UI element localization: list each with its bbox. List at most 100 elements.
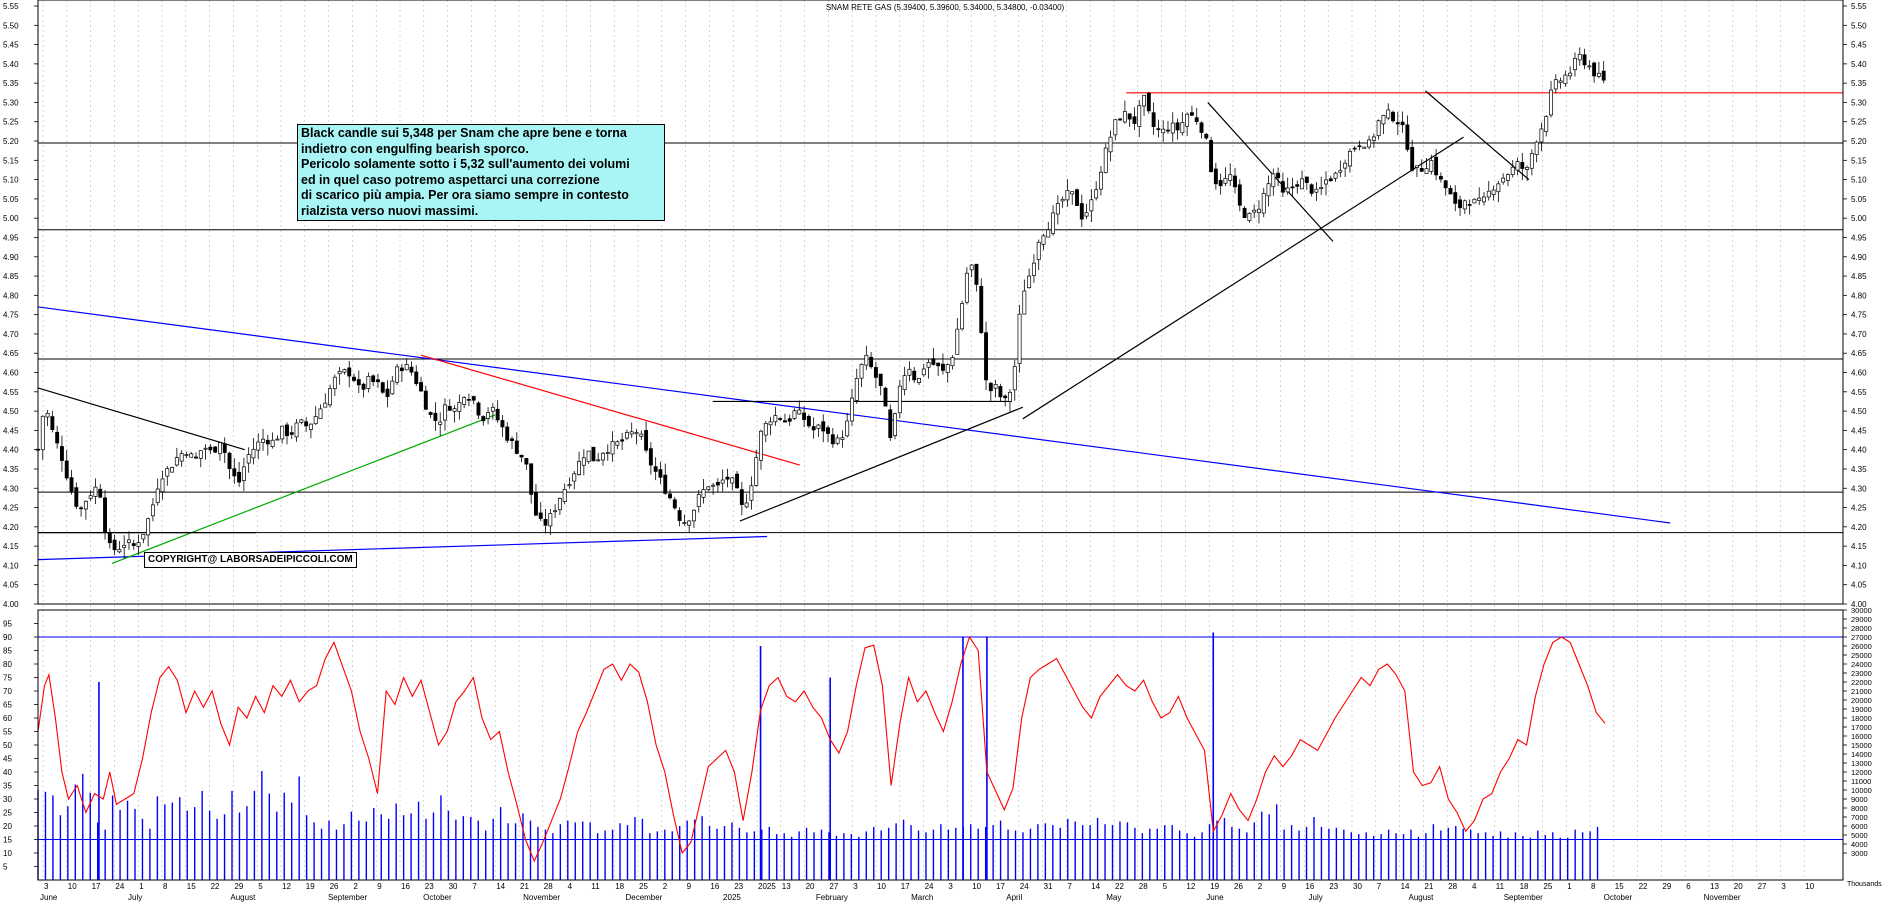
candle-body — [1405, 124, 1410, 150]
candle-body — [1300, 178, 1304, 190]
candle-body — [1094, 189, 1099, 199]
y-tick-label: 5.45 — [1851, 41, 1867, 50]
candle-body — [806, 415, 811, 427]
candle-body — [428, 412, 433, 415]
candle-body — [845, 420, 850, 437]
candle-body — [1515, 161, 1520, 171]
candle-body — [88, 495, 93, 499]
x-tick-label: 16 — [710, 882, 719, 891]
y-tick-label: 4.50 — [1851, 407, 1867, 416]
candle-body — [112, 539, 117, 551]
osc-tick-label: 20 — [3, 822, 12, 831]
x-tick-label: 10 — [68, 882, 77, 891]
candle-body — [194, 456, 198, 459]
candle-body — [1539, 128, 1544, 143]
x-tick-label: 21 — [1424, 882, 1433, 891]
candle-body — [1199, 122, 1204, 133]
candle-body — [399, 367, 404, 372]
x-tick-label: 18 — [1520, 882, 1529, 891]
x-tick-label: 7 — [472, 882, 477, 891]
trendline — [37, 306, 1671, 524]
candle-body — [1434, 156, 1439, 176]
candle-body — [471, 396, 476, 401]
x-tick-label: 22 — [211, 882, 220, 891]
x-tick-label: 11 — [1496, 882, 1505, 891]
candle-body — [265, 439, 270, 445]
osc-tick-label: 70 — [3, 687, 12, 696]
candle-body — [1386, 109, 1391, 119]
volume-tick-label: 29000 — [1851, 615, 1872, 624]
y-tick-label: 5.05 — [3, 195, 19, 204]
candle-body — [1491, 189, 1496, 195]
candle-body — [1027, 275, 1032, 289]
candle-body — [1448, 187, 1453, 195]
x-tick-label: 9 — [1282, 882, 1287, 891]
candle-body — [1008, 391, 1012, 402]
volume-tick-label: 12000 — [1851, 768, 1872, 777]
osc-tick-label: 30 — [3, 795, 12, 804]
x-tick-label: 30 — [449, 882, 458, 891]
x-tick-label: 29 — [234, 882, 243, 891]
x-tick-label: 26 — [330, 882, 339, 891]
x-month-label: November — [1704, 893, 1741, 902]
candle-body — [466, 398, 471, 401]
candle-body — [591, 446, 596, 462]
candle-body — [1189, 112, 1194, 116]
candle-body — [1252, 209, 1257, 213]
candle-body — [629, 431, 634, 435]
candle-body — [1467, 204, 1472, 206]
candle-body — [878, 373, 883, 387]
x-tick-label: 10 — [972, 882, 981, 891]
candle-body — [500, 420, 505, 428]
chart-grid — [42, 0, 1805, 880]
candle-body — [1285, 187, 1290, 193]
y-tick-label: 5.25 — [1851, 118, 1867, 127]
candle-body — [1089, 199, 1094, 212]
candle-body — [524, 458, 529, 465]
candle-body — [150, 504, 155, 517]
candle-body — [371, 375, 376, 382]
candle-body — [1185, 113, 1190, 127]
y-tick-label: 5.40 — [1851, 60, 1867, 69]
candle-body — [376, 379, 380, 383]
y-tick-label: 5.10 — [3, 176, 19, 185]
trendline — [739, 406, 1024, 522]
volume-tick-label: 18000 — [1851, 714, 1872, 723]
candle-body — [241, 466, 246, 481]
x-tick-label: 18 — [615, 882, 624, 891]
y-tick-label: 4.25 — [3, 504, 19, 513]
candle-body — [567, 484, 572, 487]
candle-body — [534, 492, 538, 516]
candle-body — [850, 397, 854, 422]
trendline — [1207, 102, 1334, 242]
candle-body — [1458, 199, 1463, 209]
candle-body — [318, 408, 323, 420]
candle-body — [179, 453, 184, 462]
volume-tick-label: 19000 — [1851, 705, 1872, 714]
candle-body — [744, 502, 749, 508]
candle-body — [347, 367, 352, 377]
candle-body — [1343, 162, 1348, 169]
candle-body — [40, 415, 45, 451]
candle-body — [1209, 140, 1214, 173]
y-tick-label: 5.40 — [3, 60, 19, 69]
candle-body — [1161, 128, 1166, 134]
candle-body — [1333, 172, 1338, 179]
candle-body — [313, 416, 318, 425]
candle-body — [356, 379, 361, 386]
candle-body — [270, 439, 275, 447]
y-tick-label: 5.50 — [1851, 21, 1867, 30]
volume-tick-label: 5000 — [1851, 831, 1868, 840]
candle-body — [55, 431, 60, 444]
note-line: Black candle sui 5,348 per Snam che apre… — [301, 126, 627, 140]
osc-tick-label: 40 — [3, 768, 12, 777]
x-month-label: February — [816, 893, 848, 902]
candle-body — [1534, 141, 1539, 156]
candle-body — [213, 446, 218, 453]
candle-body — [1496, 183, 1501, 193]
y-tick-label: 5.00 — [1851, 214, 1867, 223]
x-tick-label: 29 — [1662, 882, 1671, 891]
candle-body — [1443, 180, 1448, 189]
y-tick-label: 4.65 — [3, 349, 19, 358]
